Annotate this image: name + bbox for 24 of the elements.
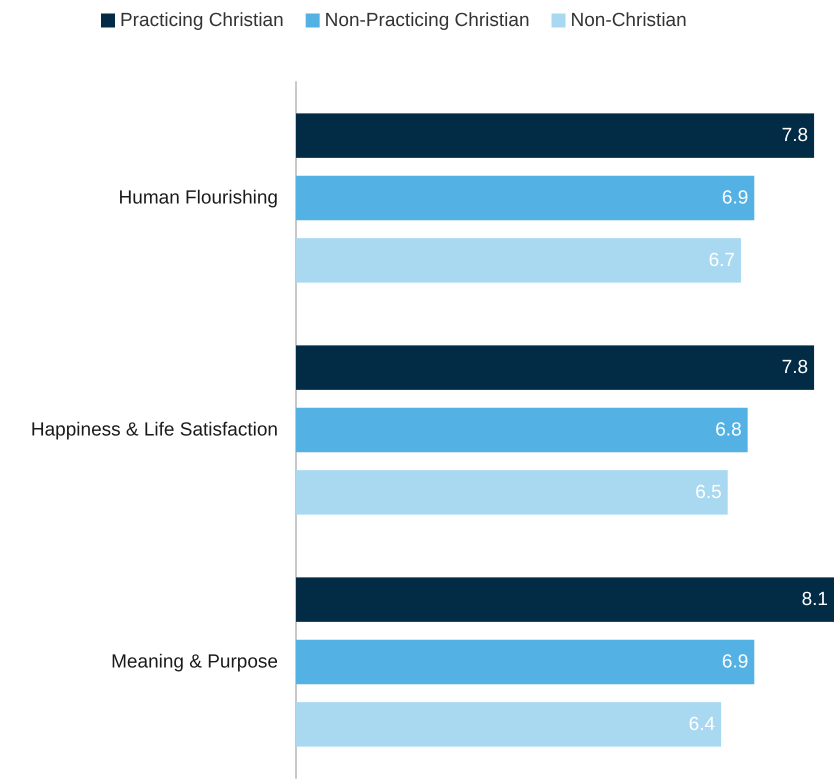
data-label: 6.9 — [722, 188, 748, 208]
y-tick-label: Meaning & Purpose — [111, 652, 278, 672]
y-tick-label: Human Flourishing — [118, 188, 278, 208]
bar — [296, 113, 814, 158]
bar — [296, 176, 754, 220]
data-label: 8.1 — [802, 589, 828, 610]
bar — [296, 470, 728, 515]
y-tick-label: Happiness & Life Satisfaction — [30, 420, 278, 440]
data-label: 6.8 — [715, 420, 742, 440]
data-label: 6.7 — [708, 250, 736, 271]
bar — [296, 702, 722, 747]
legend-label: Practicing Christian — [120, 10, 284, 31]
data-label: 6.9 — [722, 652, 748, 672]
legend-label: Non-Practicing Christian — [324, 10, 530, 31]
data-label: 7.8 — [782, 357, 808, 378]
data-label: 6.5 — [695, 482, 722, 503]
legend-label: Non-Christian — [570, 10, 687, 31]
bar — [296, 238, 742, 283]
data-label: 7.8 — [782, 125, 808, 146]
bar — [296, 640, 754, 684]
bar — [296, 408, 748, 452]
bar — [296, 577, 834, 622]
data-label: 6.4 — [688, 714, 716, 735]
bar — [296, 345, 814, 390]
